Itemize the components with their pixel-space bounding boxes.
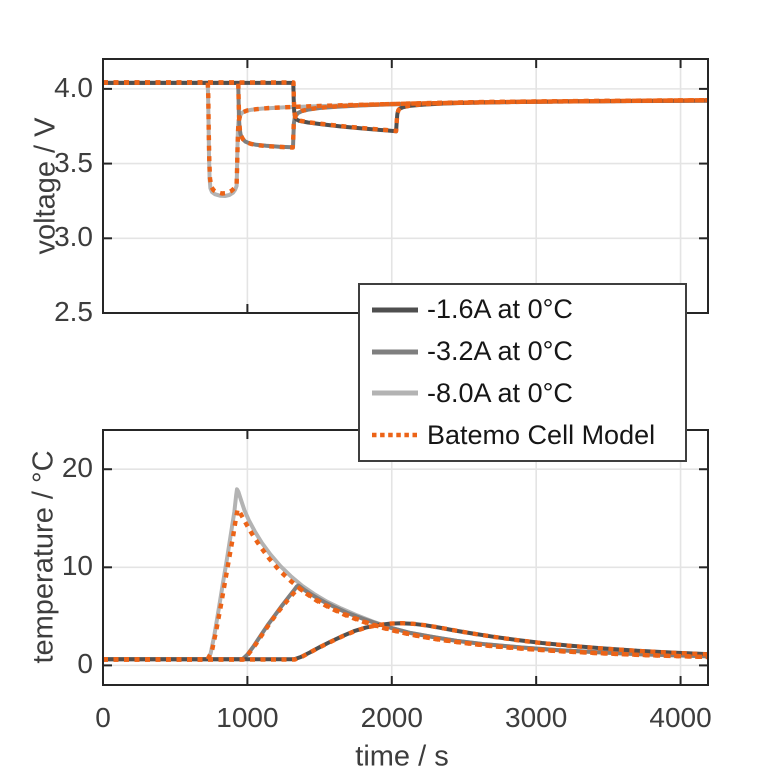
model-line <box>103 80 708 196</box>
y-tick-label: 3.5 <box>54 146 93 178</box>
x-tick-label: 0 <box>95 702 111 733</box>
time-axis-label: time / s <box>355 740 449 773</box>
model-line <box>103 621 708 662</box>
solid-line-swatch-icon <box>372 307 418 313</box>
y-tick-label: 3.0 <box>54 221 93 253</box>
solid-line-swatch-icon <box>372 349 418 355</box>
axes-box <box>102 429 709 686</box>
y-tick-label: 20 <box>61 452 93 484</box>
tick-marks <box>102 59 708 314</box>
legend: -1.6A at 0°C -3.2A at 0°C -8.0A at 0°C Bate… <box>358 283 687 462</box>
x-tick-label: 1000 <box>216 702 279 733</box>
legend-item: Batemo Cell Model <box>360 415 685 455</box>
model-line <box>103 80 708 150</box>
legend-item: -3.2A at 0°C <box>360 332 685 372</box>
measurement-line <box>103 80 708 150</box>
model-line <box>103 507 708 662</box>
solid-line-swatch-icon <box>372 390 418 396</box>
tick-marks <box>102 430 708 685</box>
legend-item-label: -3.2A at 0°C <box>427 336 573 367</box>
model-line <box>103 80 708 134</box>
legend-item-label: -8.0A at 0°C <box>427 377 573 408</box>
voltage-series <box>103 80 708 198</box>
dotted-line-swatch-icon <box>372 432 418 438</box>
legend-item: -8.0A at 0°C <box>360 373 685 413</box>
x-tick-label: 2000 <box>360 702 423 733</box>
legend-item-label: -1.6A at 0°C <box>427 294 573 325</box>
gridlines <box>103 430 708 685</box>
y-tick-label: 2.5 <box>54 295 93 327</box>
y-tick-label: 4.0 <box>54 71 93 103</box>
legend-item: -1.6A at 0°C <box>360 290 685 330</box>
x-tick-label: 3000 <box>505 702 568 733</box>
gridlines <box>103 59 708 313</box>
axes-box <box>102 58 709 314</box>
y-tick-label: 10 <box>61 550 93 582</box>
temperature-series <box>103 487 708 662</box>
x-tick-label: 4000 <box>649 702 712 733</box>
legend-item-label: Batemo Cell Model <box>427 419 656 450</box>
y-tick-label: 0 <box>77 648 93 680</box>
